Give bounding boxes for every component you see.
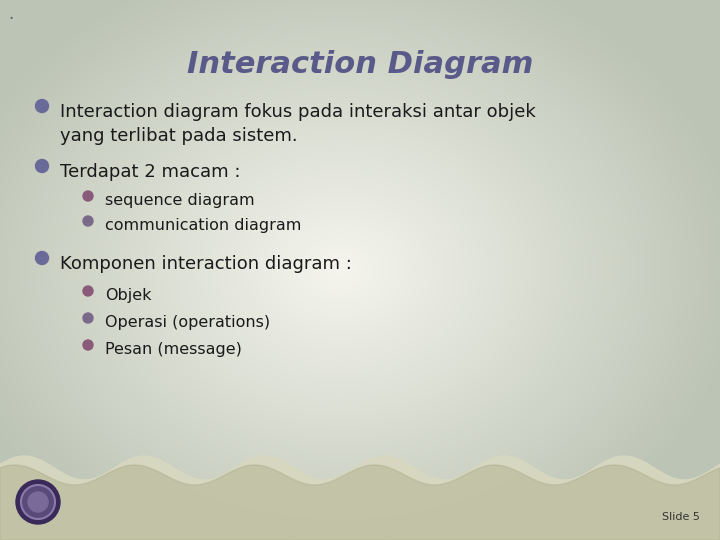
- Circle shape: [83, 313, 93, 323]
- Circle shape: [28, 492, 48, 512]
- Text: Interaction Diagram: Interaction Diagram: [186, 50, 534, 79]
- Circle shape: [83, 191, 93, 201]
- Text: communication diagram: communication diagram: [105, 218, 302, 233]
- Circle shape: [83, 340, 93, 350]
- Circle shape: [83, 216, 93, 226]
- Text: Slide 5: Slide 5: [662, 512, 700, 522]
- Text: Terdapat 2 macam :: Terdapat 2 macam :: [60, 163, 240, 181]
- Circle shape: [35, 99, 48, 112]
- Text: Objek: Objek: [105, 288, 151, 303]
- Circle shape: [35, 159, 48, 172]
- Text: sequence diagram: sequence diagram: [105, 193, 255, 208]
- Text: Interaction diagram fokus pada interaksi antar objek
yang terlibat pada sistem.: Interaction diagram fokus pada interaksi…: [60, 103, 536, 145]
- Text: ·: ·: [8, 10, 13, 28]
- Circle shape: [83, 286, 93, 296]
- Text: Operasi (operations): Operasi (operations): [105, 315, 270, 330]
- Circle shape: [35, 252, 48, 265]
- Text: Pesan (message): Pesan (message): [105, 342, 242, 357]
- Circle shape: [21, 485, 55, 519]
- Text: Komponen interaction diagram :: Komponen interaction diagram :: [60, 255, 352, 273]
- Circle shape: [16, 480, 60, 524]
